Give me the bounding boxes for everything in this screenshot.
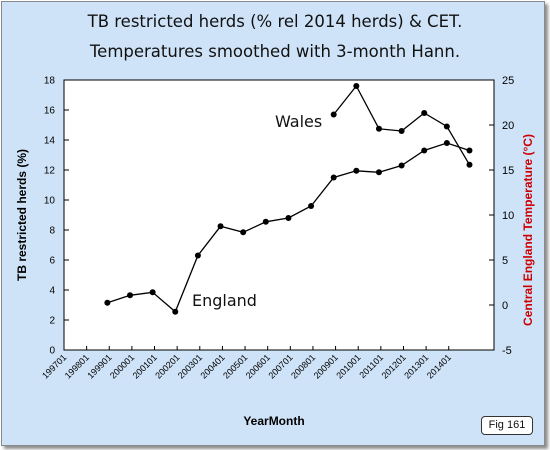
y2-tick-label: 10 xyxy=(502,210,514,222)
figure-number-badge: Fig 161 xyxy=(481,416,533,435)
y2-tick-label: -5 xyxy=(502,345,512,357)
data-point xyxy=(262,218,269,225)
data-point xyxy=(127,292,134,299)
data-point xyxy=(330,174,337,181)
data-point xyxy=(443,140,450,146)
x-axis-title: YearMonth xyxy=(243,414,304,428)
y2-tick-label: 25 xyxy=(502,75,514,87)
data-point xyxy=(421,110,428,116)
data-point xyxy=(308,203,315,209)
x-tick-label: 201001 xyxy=(334,352,362,380)
data-point xyxy=(104,299,111,306)
y-tick-label: 16 xyxy=(44,106,56,117)
data-point xyxy=(149,289,156,296)
series-label: Wales xyxy=(275,112,322,131)
data-point xyxy=(466,147,473,154)
data-point xyxy=(353,83,360,89)
y-tick-label: 2 xyxy=(49,316,55,327)
chart-subtitle: Temperatures smoothed with 3-month Hann. xyxy=(89,42,461,61)
data-point xyxy=(398,162,405,169)
y-tick-label: 12 xyxy=(44,166,56,177)
y-tick-label: 4 xyxy=(49,286,55,297)
x-tick-label: 201401 xyxy=(425,352,453,380)
y-tick-label: 8 xyxy=(49,226,55,237)
data-point xyxy=(443,123,450,130)
y2-axis-title: Central England Temperature (°C) xyxy=(521,134,535,326)
data-point xyxy=(330,111,337,118)
chart-title: TB restricted herds (% rel 2014 herds) &… xyxy=(87,12,463,31)
data-point xyxy=(375,125,382,132)
y2-tick-label: 15 xyxy=(502,165,514,177)
y-tick-label: 0 xyxy=(49,346,55,357)
series-label: England xyxy=(192,291,257,310)
data-point xyxy=(285,215,292,221)
data-point xyxy=(375,169,382,176)
y-tick-label: 14 xyxy=(44,136,56,147)
data-point xyxy=(421,147,428,154)
data-point xyxy=(194,252,201,259)
data-point xyxy=(398,128,405,134)
data-point xyxy=(240,229,247,236)
data-point xyxy=(172,308,179,315)
data-point xyxy=(353,167,360,174)
data-point xyxy=(466,161,473,168)
y2-tick-label: 0 xyxy=(502,300,508,312)
data-point xyxy=(217,223,224,230)
y-tick-label: 6 xyxy=(49,256,55,267)
y-tick-label: 10 xyxy=(44,196,56,207)
y-tick-label: 18 xyxy=(44,76,56,87)
y2-tick-label: 5 xyxy=(502,255,508,267)
y-axis-title: TB restricted herds (%) xyxy=(15,149,29,281)
y2-tick-label: 20 xyxy=(502,120,514,132)
